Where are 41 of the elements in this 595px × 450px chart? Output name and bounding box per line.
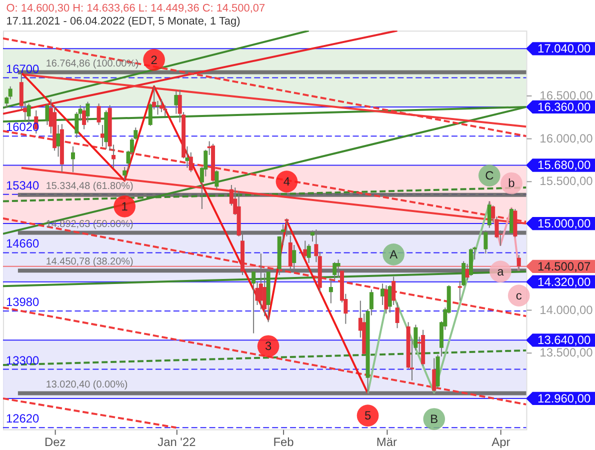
y-tick-label: 13.500,00 bbox=[540, 346, 594, 360]
y-tick-label: 16.500,00 bbox=[540, 88, 594, 102]
ref-line-label: 13.020,40 (0.00%) bbox=[46, 379, 128, 390]
y-tick-label: 16.000,00 bbox=[540, 131, 594, 146]
ref-line-label: 17.040,00 bbox=[538, 42, 592, 56]
annotation: C bbox=[485, 168, 494, 183]
ref-line-label: 14660 bbox=[6, 236, 40, 251]
ref-line-label: 12.960,00 bbox=[538, 391, 592, 406]
ref-line-label: 16.360,00 bbox=[538, 100, 592, 114]
ref-line-label: 14.320,00 bbox=[538, 274, 592, 289]
annotation: 5 bbox=[364, 408, 372, 423]
annotation: 4 bbox=[283, 174, 290, 189]
annotation: 2 bbox=[150, 52, 158, 67]
chart-subtitle: 17.11.2021 - 06.04.2022 (EDT, 5 Monate, 1 Tag) bbox=[6, 16, 240, 28]
x-tick-label: Mär bbox=[376, 434, 398, 449]
annotation: a bbox=[497, 264, 504, 279]
y-tick-label: 15.500,00 bbox=[540, 174, 594, 188]
x-tick-label: Jan '22 bbox=[158, 434, 196, 449]
annotation: b bbox=[508, 176, 516, 190]
ref-line-label: 15.000,00 bbox=[538, 216, 592, 231]
annotation: 3 bbox=[264, 339, 272, 354]
annotation: c bbox=[516, 288, 522, 303]
ref-line-label: 16.764,86 (100.00%) bbox=[46, 58, 139, 70]
ref-line-label: 13980 bbox=[6, 295, 40, 310]
ref-line-label: 15.334,48 (61.80%) bbox=[46, 180, 134, 192]
ref-line-label: 16700 bbox=[6, 62, 40, 76]
annotation: B bbox=[430, 412, 438, 426]
ref-line-label: 15340 bbox=[6, 178, 40, 192]
x-tick-label: Apr bbox=[492, 434, 510, 449]
ref-line-label: 15.680,00 bbox=[538, 158, 592, 172]
ref-line-label: 12620 bbox=[6, 412, 40, 426]
ref-line-label: 14.500,07 bbox=[538, 259, 592, 274]
x-tick-label: Feb bbox=[273, 434, 294, 449]
ref-line-label: 13300 bbox=[6, 353, 40, 368]
ref-line-label: 13.640,00 bbox=[538, 333, 592, 348]
annotation: A bbox=[390, 247, 398, 262]
chart-title: O: 14.600,30 H: 14.633,66 L: 14.449,36 C: 14.500,07 bbox=[6, 2, 266, 15]
y-tick-label: 14.000,00 bbox=[540, 302, 594, 317]
annotation: 1 bbox=[121, 199, 128, 214]
ref-line-label: 14.450,78 (38.20%) bbox=[46, 256, 134, 268]
x-tick-label: Dez bbox=[44, 434, 66, 449]
